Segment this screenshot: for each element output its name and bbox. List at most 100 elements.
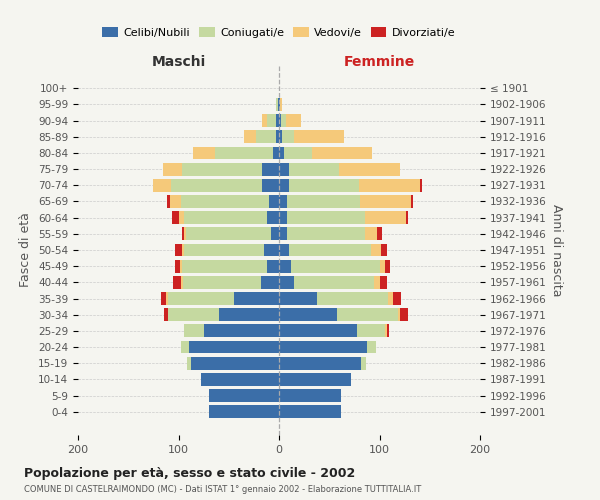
Bar xyxy=(284,146,312,160)
Bar xyxy=(163,162,182,175)
Bar xyxy=(209,405,279,418)
Bar xyxy=(279,356,361,370)
Bar xyxy=(234,292,279,305)
Bar xyxy=(359,179,420,192)
Bar xyxy=(367,340,376,353)
Bar xyxy=(279,130,282,143)
Bar xyxy=(289,162,340,175)
Bar xyxy=(279,405,341,418)
Bar xyxy=(191,356,279,370)
Bar xyxy=(371,244,380,256)
Bar xyxy=(340,162,400,175)
Bar xyxy=(182,244,184,256)
Bar xyxy=(169,292,234,305)
Bar xyxy=(385,324,386,338)
Bar xyxy=(279,276,294,289)
Bar xyxy=(182,162,262,175)
Bar xyxy=(276,98,278,111)
Bar xyxy=(184,228,185,240)
Bar xyxy=(262,179,279,192)
Bar xyxy=(269,195,279,208)
Bar xyxy=(287,211,365,224)
Bar xyxy=(317,292,388,305)
Bar xyxy=(256,130,276,143)
Bar xyxy=(279,114,281,127)
Bar xyxy=(392,292,401,305)
Y-axis label: Anni di nascita: Anni di nascita xyxy=(550,204,563,296)
Bar xyxy=(218,308,279,321)
Bar xyxy=(179,260,182,272)
Bar xyxy=(267,260,279,272)
Bar xyxy=(279,340,367,353)
Bar xyxy=(244,130,256,143)
Bar xyxy=(279,244,289,256)
Bar xyxy=(361,195,410,208)
Bar xyxy=(161,292,166,305)
Bar xyxy=(276,114,279,127)
Bar xyxy=(181,340,188,353)
Bar xyxy=(203,324,279,338)
Bar xyxy=(172,179,262,192)
Bar xyxy=(279,228,287,240)
Text: Maschi: Maschi xyxy=(151,55,206,69)
Bar xyxy=(287,195,361,208)
Bar xyxy=(279,146,284,160)
Bar xyxy=(286,114,301,127)
Bar xyxy=(420,179,422,192)
Bar xyxy=(377,228,382,240)
Bar xyxy=(294,276,374,289)
Bar xyxy=(175,260,179,272)
Bar xyxy=(380,260,385,272)
Bar xyxy=(365,228,377,240)
Bar xyxy=(276,130,279,143)
Bar xyxy=(279,260,291,272)
Bar xyxy=(193,146,215,160)
Bar xyxy=(173,276,181,289)
Bar xyxy=(215,146,273,160)
Bar xyxy=(282,130,294,143)
Bar xyxy=(209,389,279,402)
Bar xyxy=(179,211,184,224)
Bar xyxy=(187,356,191,370)
Text: COMUNE DI CASTELRAIMONDO (MC) - Dati ISTAT 1° gennaio 2002 - Elaborazione TUTTIT: COMUNE DI CASTELRAIMONDO (MC) - Dati IST… xyxy=(24,485,421,494)
Bar xyxy=(184,211,267,224)
Bar xyxy=(262,162,279,175)
Bar xyxy=(279,308,337,321)
Bar xyxy=(175,244,182,256)
Bar xyxy=(164,308,169,321)
Bar xyxy=(184,244,264,256)
Bar xyxy=(185,228,271,240)
Bar xyxy=(182,260,267,272)
Bar xyxy=(267,114,276,127)
Bar xyxy=(287,228,365,240)
Bar xyxy=(182,276,261,289)
Bar xyxy=(279,324,358,338)
Bar xyxy=(273,146,279,160)
Bar xyxy=(380,276,386,289)
Bar xyxy=(279,389,341,402)
Bar xyxy=(388,292,392,305)
Bar xyxy=(166,292,169,305)
Bar xyxy=(170,195,181,208)
Bar xyxy=(406,211,407,224)
Bar xyxy=(374,276,380,289)
Bar xyxy=(181,195,269,208)
Y-axis label: Fasce di età: Fasce di età xyxy=(19,212,32,288)
Bar xyxy=(365,211,406,224)
Bar xyxy=(294,130,344,143)
Bar xyxy=(154,179,172,192)
Bar xyxy=(188,340,279,353)
Text: Popolazione per età, sesso e stato civile - 2002: Popolazione per età, sesso e stato civil… xyxy=(24,468,355,480)
Bar xyxy=(280,98,282,111)
Bar xyxy=(200,373,279,386)
Bar xyxy=(289,179,359,192)
Bar xyxy=(279,195,287,208)
Bar xyxy=(410,195,413,208)
Bar xyxy=(271,228,279,240)
Legend: Celibi/Nubili, Coniugati/e, Vedovi/e, Divorziati/e: Celibi/Nubili, Coniugati/e, Vedovi/e, Di… xyxy=(98,22,460,42)
Bar xyxy=(279,211,287,224)
Bar xyxy=(380,244,386,256)
Bar xyxy=(279,162,289,175)
Bar xyxy=(386,324,389,338)
Bar xyxy=(181,276,182,289)
